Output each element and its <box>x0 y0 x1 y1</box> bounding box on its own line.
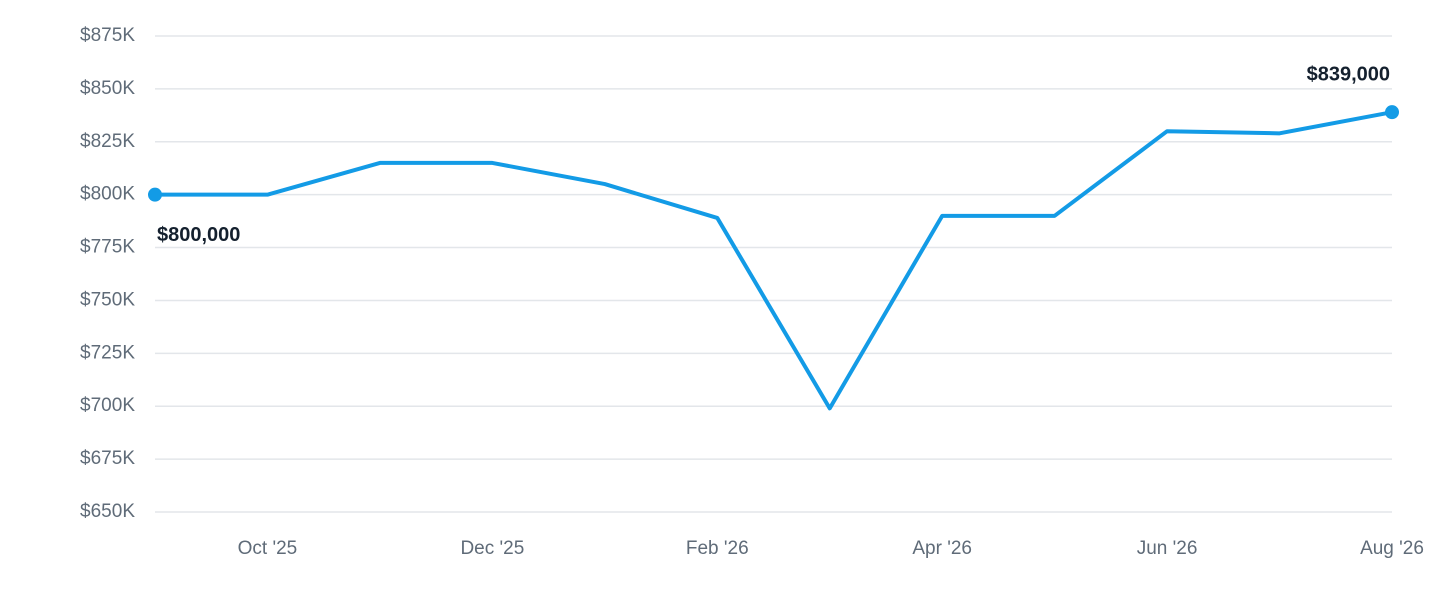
data-point <box>148 187 162 202</box>
x-tick-label: Oct '25 <box>238 538 298 559</box>
x-tick-label: Apr '26 <box>912 538 972 559</box>
value-label: $800,000 <box>157 224 240 246</box>
x-tick-label: Feb '26 <box>686 538 749 559</box>
y-tick-label: $650K <box>80 501 135 522</box>
x-tick-label: Dec '25 <box>460 538 524 559</box>
y-tick-label: $700K <box>80 395 135 416</box>
x-tick-label: Jun '26 <box>1137 538 1198 559</box>
data-point <box>1385 105 1399 120</box>
y-tick-label: $850K <box>80 78 135 99</box>
y-tick-label: $825K <box>80 131 135 152</box>
x-tick-label: Aug '26 <box>1360 538 1424 559</box>
value-label: $839,000 <box>1307 63 1390 85</box>
y-tick-label: $875K <box>80 25 135 46</box>
y-tick-label: $800K <box>80 184 135 205</box>
data-line <box>155 110 1393 411</box>
y-tick-label: $750K <box>80 289 135 310</box>
y-tick-label: $775K <box>80 237 135 258</box>
y-tick-label: $675K <box>80 448 135 469</box>
y-tick-label: $725K <box>80 342 135 363</box>
